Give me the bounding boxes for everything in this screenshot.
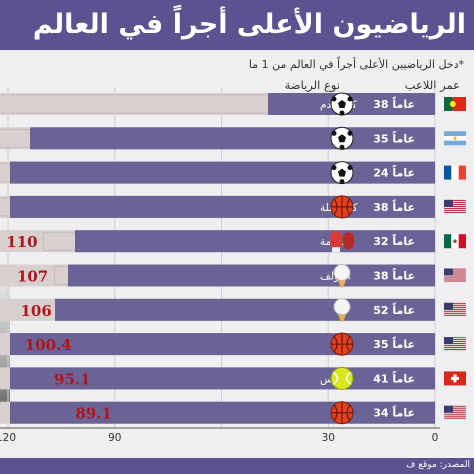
- bar-segment: [10, 367, 435, 390]
- soccer-ball-icon: [330, 92, 354, 116]
- footer-bar: المصدر: موقع ف: [0, 458, 474, 474]
- title-bar: [0, 0, 474, 50]
- bar-segment: [10, 333, 435, 356]
- age-label: 38 عاماً: [373, 267, 415, 282]
- value-label: 100.4: [25, 336, 72, 354]
- flag-mexico-icon: [444, 234, 466, 249]
- soccer-ball-icon: [330, 161, 354, 185]
- chart-row: 100.4 35 عاماً: [0, 332, 467, 356]
- x-tick-label: 120: [0, 432, 16, 444]
- flag-usa-icon: [443, 302, 467, 317]
- flag-argentina-icon: [444, 131, 466, 146]
- flag-usa-icon: [443, 199, 467, 215]
- x-tick-label: 0: [432, 432, 439, 444]
- value-label: 95.1: [54, 370, 91, 388]
- chart-row: 35 عاماً: [0, 126, 466, 150]
- bar-segment: [10, 401, 435, 424]
- flag-france-icon: [444, 165, 466, 180]
- golf-ball-icon: [333, 298, 351, 322]
- flag-usa-icon: [443, 268, 467, 283]
- x-tick-label: 30: [322, 432, 335, 444]
- age-label: 35 عاماً: [373, 130, 415, 145]
- page-title: الرياضيون الأعلى أجراً في العالم: [32, 9, 466, 40]
- golf-ball-icon: [333, 264, 351, 288]
- age-label: 34 عاماً: [373, 404, 415, 419]
- flag-portugal-icon: [444, 97, 466, 111]
- chart-subtitle: *دخل الرياضيين الأعلى أجراً في العالم من…: [248, 58, 464, 71]
- chart-row: 24 عاماً: [0, 161, 466, 185]
- sport-column-header: نوع الرياضة: [284, 78, 340, 92]
- flag-switzerland-icon: [444, 371, 466, 386]
- chart-row: 106 52 عاماً: [0, 298, 467, 322]
- boxing-glove-icon: [330, 231, 354, 253]
- chart-row: 95.141 عاماًالتنس: [0, 366, 466, 390]
- age-label: 38 عاماً: [373, 96, 415, 111]
- age-label: 41 عاماً: [373, 370, 415, 385]
- tennis-ball-icon: [330, 366, 354, 390]
- bar-segment: [10, 195, 435, 218]
- bar-segment: [10, 161, 435, 184]
- chart-row: 38 عاماًكرة سلة: [0, 195, 467, 219]
- age-label: 38 عاماً: [373, 198, 415, 213]
- basketball-icon: [330, 195, 354, 219]
- basketball-icon: [330, 332, 354, 356]
- basketball-icon: [330, 401, 354, 425]
- chart-row: 89.1 34 عاماً: [0, 401, 467, 425]
- value-label: 107: [17, 268, 48, 286]
- age-column-header: عمر اللاعب: [404, 78, 460, 92]
- soccer-ball-icon: [330, 126, 354, 150]
- value-label: 106: [21, 302, 52, 320]
- age-label: 24 عاماً: [373, 164, 415, 179]
- age-label: 32 عاماً: [373, 233, 415, 248]
- x-tick-label: 90: [108, 432, 121, 444]
- value-label: 110: [6, 233, 37, 251]
- age-label: 35 عاماً: [373, 336, 415, 351]
- chart-row: 38 عاماًكرة قدم: [0, 92, 466, 116]
- age-label: 52 عاماً: [373, 301, 415, 316]
- flag-usa-icon: [443, 336, 467, 352]
- value-label: 89.1: [75, 405, 112, 423]
- source-text: المصدر: موقع ف: [406, 460, 470, 470]
- flag-usa-icon: [443, 405, 467, 420]
